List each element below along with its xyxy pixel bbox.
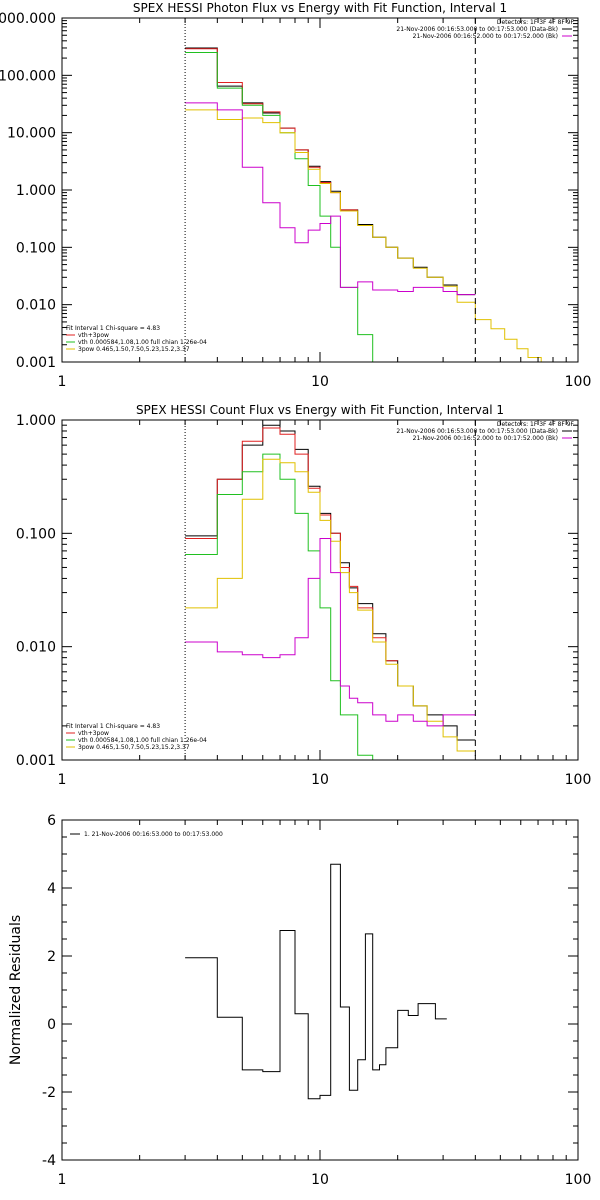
y-tick-label: 6	[47, 813, 56, 829]
y-tick-label: 1.000	[16, 413, 56, 429]
series-line-2	[185, 453, 374, 760]
y-tick-label: 0.001	[16, 753, 56, 769]
count-flux-panel: 1 10 100 0.001 0.010 0.100 1.000 SPEX HESSI Cou…	[16, 403, 591, 788]
legend-bottom-entry: vth+3pow	[78, 332, 109, 339]
legend-top-entry: Detectors: 1F 3F 4F 8F 9F	[497, 421, 575, 428]
legend-top-entry: 21-Nov-2006 00:16:53.000 to 00:17:53.000…	[396, 428, 558, 435]
x-tick-label: 10	[311, 772, 329, 788]
y-tick-label: 0.010	[16, 298, 56, 314]
y-tick-label: 10.000	[7, 126, 56, 142]
y-tick-label: 0.100	[16, 240, 56, 256]
legend-top-entry: 21-Nov-2006 00:16:53.000 to 00:17:53.000…	[396, 26, 558, 33]
y-tick-label: -2	[42, 1085, 56, 1101]
y-tick-label: 1.000	[16, 183, 56, 199]
legend-top-entry: Detectors: 1F 3F 4F 8F 9F	[497, 19, 575, 26]
chart-title: SPEX HESSI Photon Flux vs Energy with Fi…	[133, 1, 507, 15]
y-tick-label: 100.000	[0, 68, 56, 84]
legend-bottom-entry: 3pow 0.465,1.50,7.50,5.23,15.2,3.37	[78, 346, 190, 353]
x-tick-label: 1	[58, 374, 67, 390]
series-line-2	[185, 52, 374, 362]
series-line-0	[185, 863, 447, 1100]
legend-bottom-entry: vth 0.000584,1.08,1.00 full chian 1.26e-…	[78, 737, 207, 744]
series-group	[185, 47, 542, 362]
y-axis-label: Normalized Residuals	[8, 915, 24, 1065]
x-tick-label: 100	[565, 772, 592, 788]
series-line-3	[185, 109, 542, 362]
chart-title: SPEX HESSI Count Flux vs Energy with Fit…	[136, 403, 504, 417]
legend-bottom-entry: vth+3pow	[78, 730, 109, 737]
y-tick-label: -4	[42, 1153, 56, 1169]
legend-entry: 1. 21-Nov-2006 00:16:53.000 to 00:17:53.…	[84, 831, 223, 838]
y-tick-label: 2	[47, 949, 56, 965]
legend-bottom-entry: Fit Interval 1 Chi-square = 4.83	[66, 723, 160, 730]
series-line-1	[185, 48, 358, 211]
y-tick-label: 0.001	[16, 355, 56, 371]
legend-bottom-entry: vth 0.000584,1.08,1.00 full chian 1.26e-…	[78, 339, 207, 346]
plot-frame	[61, 819, 579, 1161]
y-tick-label: 4	[47, 881, 56, 897]
legend-top-entry: 21-Nov-2006 00:16:52.000 to 00:17:52.000…	[413, 33, 558, 40]
x-tick-label: 1	[58, 1172, 67, 1188]
x-tick-label: 100	[565, 374, 592, 390]
x-tick-label: 10	[311, 1172, 329, 1188]
series-line-4	[185, 102, 476, 296]
residuals-panel: 1 10 100 -4 -2 0 2 4 6 Normalized Residuals 1. 21-…	[8, 813, 591, 1188]
x-tick-label: 100	[565, 1172, 592, 1188]
series-line-0	[185, 47, 476, 296]
legend-bottom-entry: 3pow 0.465,1.50,7.50,5.23,15.2,3.37	[78, 744, 190, 751]
x-tick-label: 10	[311, 374, 329, 390]
x-tick-label: 1	[58, 772, 67, 788]
y-tick-label: 0	[47, 1017, 56, 1033]
y-tick-label: 0.010	[16, 640, 56, 656]
series-line-3	[185, 458, 476, 752]
legend-bottom-entry: Fit Interval 1 Chi-square = 4.83	[66, 325, 160, 332]
photon-flux-panel: 1 10 100 0.001 0.010 0.100 1.000 10.000 100.000 1…	[0, 1, 591, 390]
series-group	[185, 424, 476, 760]
series-line-4	[185, 538, 476, 727]
series-group	[185, 863, 447, 1100]
y-tick-label: 0.100	[16, 526, 56, 542]
legend-top-entry: 21-Nov-2006 00:16:52.000 to 00:17:52.000…	[413, 435, 558, 442]
series-line-0	[185, 424, 476, 741]
